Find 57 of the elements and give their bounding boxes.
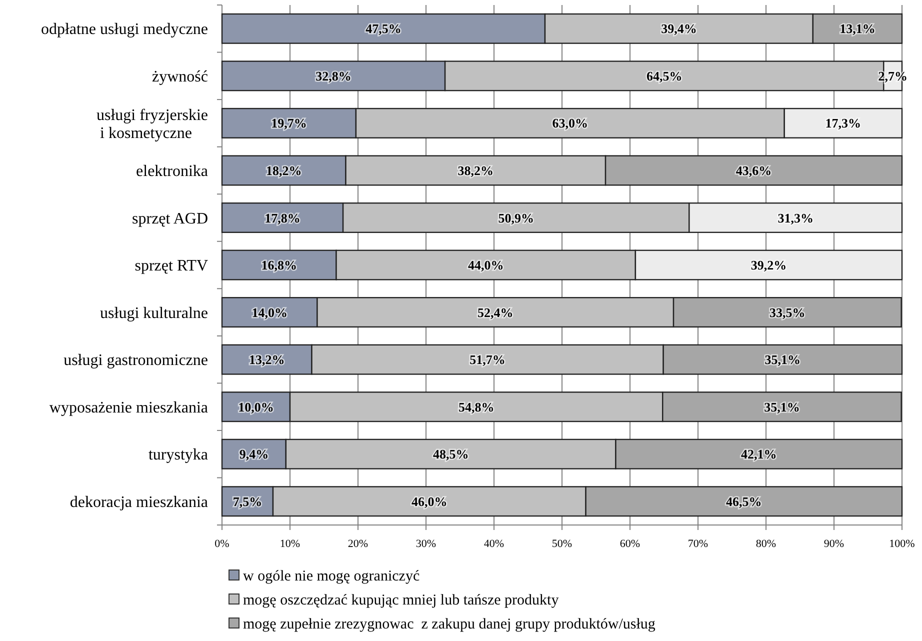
data-label: 46,0% [412, 494, 448, 509]
y-tick-label: sprzęt AGD [132, 210, 208, 228]
data-label: 31,3% [778, 210, 814, 226]
data-label: 13,1% [840, 21, 876, 36]
data-label: 9,4% [239, 446, 269, 462]
data-label: 48,5% [432, 446, 469, 462]
data-label: 17,8% [264, 210, 300, 226]
data-label: 46,5% [726, 494, 762, 509]
x-tick-label: 70% [688, 538, 708, 550]
data-label: 18,2% [266, 163, 302, 178]
x-tick-label: 0% [214, 538, 230, 550]
data-label: 42,1% [740, 446, 777, 462]
y-tick-label: wyposażenie mieszkania [49, 399, 208, 416]
data-label: 39,4% [661, 21, 697, 36]
data-label: 10,0% [238, 399, 274, 414]
data-label: 51,7% [470, 352, 506, 368]
data-label: 35,1% [764, 399, 800, 414]
x-tick-label: 60% [620, 538, 640, 550]
data-label: 54,8% [458, 399, 494, 414]
x-tick-label: 80% [756, 538, 776, 550]
data-label: 17,3% [825, 116, 862, 131]
y-tick-label: dekoracja mieszkania [70, 494, 208, 511]
data-label: 33,5% [770, 304, 806, 320]
x-tick-label: 30% [416, 538, 436, 550]
data-label: 14,0% [252, 304, 288, 320]
data-label: 47,5% [366, 21, 402, 36]
data-label: 19,7% [271, 116, 307, 131]
x-tick-label: 50% [552, 538, 572, 550]
x-tick-label: 100% [889, 538, 915, 550]
data-label: 16,8% [261, 258, 297, 273]
x-tick-label: 20% [348, 538, 368, 550]
y-tick-label: sprzęt RTV [134, 258, 208, 275]
data-label: 32,8% [316, 68, 352, 84]
data-label: 43,6% [736, 163, 772, 178]
y-tick-label: żywność [152, 68, 208, 86]
x-tick-label: 40% [484, 538, 504, 550]
y-tick-label: usługi kulturalne [100, 304, 208, 322]
data-label: 63,0% [552, 116, 588, 131]
y-tick-label: usługi fryzjerskie i kosmetyczne [96, 106, 208, 142]
y-tick-label: turystyka [148, 446, 208, 464]
legend-label: w ogóle nie mogę ograniczyć [243, 568, 420, 584]
legend-label: mogę zupełnie zrezygnowac z zakupu danej grupy produktów/usług [243, 616, 656, 632]
data-label: 35,1% [764, 352, 801, 368]
y-tick-label: elektronika [136, 163, 208, 180]
data-label: 38,2% [458, 163, 494, 178]
data-label: 39,2% [750, 258, 787, 273]
legend-label: mogę oszczędzać kupując mniej lub tańsze produkty [243, 592, 560, 608]
data-label: 44,0% [468, 258, 504, 273]
data-label: 7,5% [232, 494, 262, 509]
data-label: 13,2% [249, 352, 285, 368]
data-label: 64,5% [646, 68, 682, 84]
y-tick-label: odpłatne usługi medyczne [40, 21, 208, 38]
x-tick-label: 10% [280, 538, 300, 550]
data-label: 50,9% [498, 210, 534, 226]
x-tick-label: 90% [824, 538, 844, 550]
data-label: 52,4% [477, 304, 514, 320]
y-tick-label: usługi gastronomiczne [64, 352, 208, 370]
